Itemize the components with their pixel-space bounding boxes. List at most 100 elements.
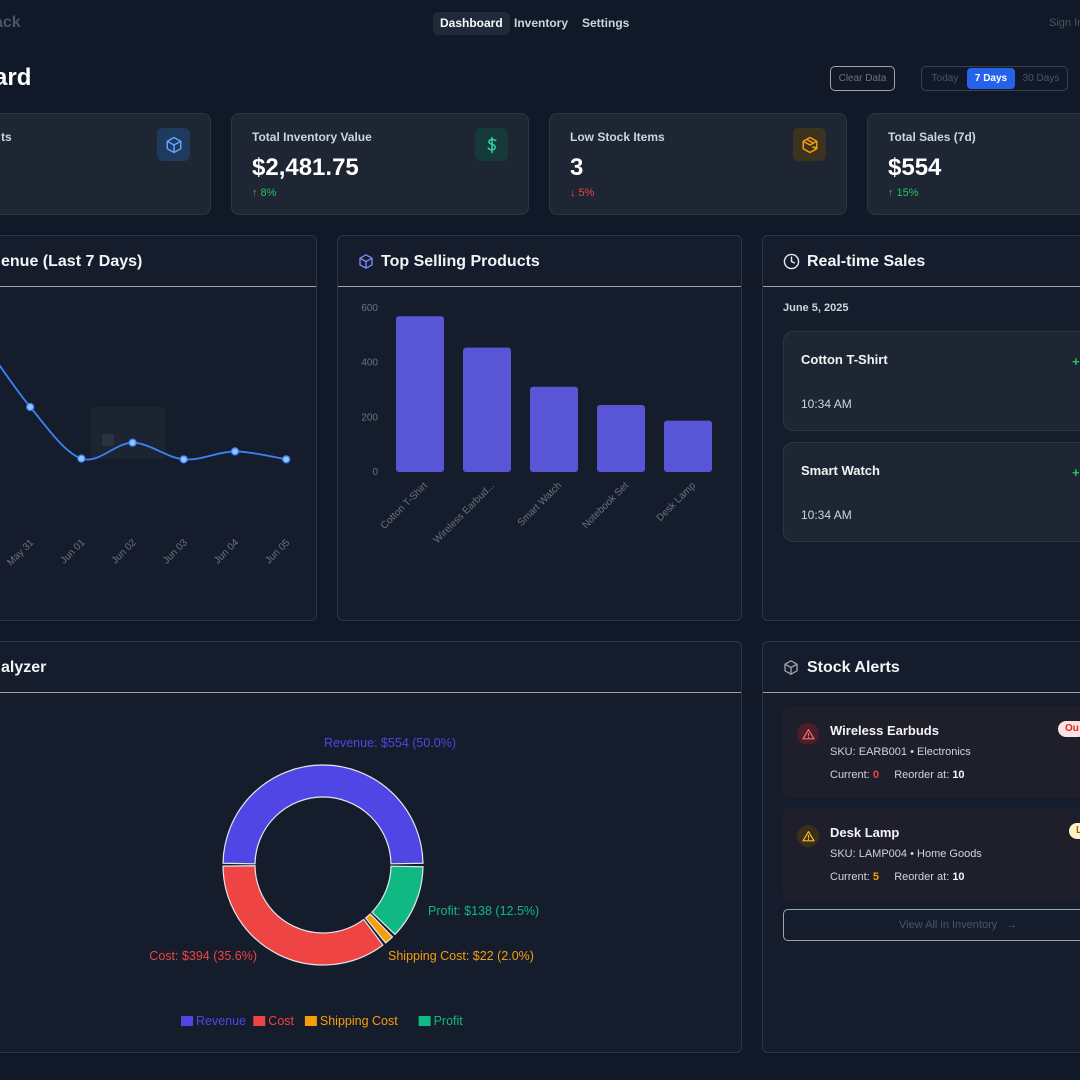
x-tick-label: Wireless Earbud... [432, 480, 498, 546]
revenue-point [26, 402, 35, 412]
legend-item: Cost [268, 1014, 294, 1028]
cube-icon [157, 128, 190, 161]
alert-stock-line: Current: 5 Reorder at: 10 [830, 871, 965, 883]
x-tick-label: Notebook Set [580, 480, 631, 531]
out-of-stock-badge: Ou [1058, 721, 1080, 737]
reorder-value: 10 [952, 769, 965, 781]
stat-change: ↓ 5% [570, 187, 595, 199]
y-tick-label: 600 [361, 303, 378, 314]
x-tick-label: Jun 03 [161, 537, 190, 566]
nav-inventory[interactable]: Inventory [514, 16, 569, 30]
sale-time: 10:34 AM [801, 397, 852, 411]
alert-stock-line: Current: 0 Reorder at: 10 [830, 769, 965, 781]
low-stock-badge: L [1069, 823, 1080, 839]
sign-in-link[interactable]: Sign In [1049, 17, 1080, 29]
top-products-panel: Top Selling Products 0 200 400 600 Cotton T-… [337, 235, 742, 621]
stock-alert-item[interactable]: Desk Lamp SKU: LAMP004 • Home Goods Curr… [783, 808, 1080, 900]
range-30days-button[interactable]: 30 Days [1022, 73, 1060, 84]
slice-label: Shipping Cost: $22 (2.0%) [388, 949, 534, 963]
x-tick-label: Desk Lamp [655, 480, 699, 524]
stat-change: ↑ 8% [252, 187, 277, 199]
legend-item: Revenue [196, 1014, 246, 1028]
revenue-chart-panel: enue (Last 7 Days) May 31 Jun 01 Jun 02 Jun… [0, 235, 317, 621]
panel-title: Real-time Sales [807, 253, 926, 270]
clear-data-button[interactable]: Clear Data [830, 66, 895, 91]
view-all-label: View All in Inventory [899, 919, 998, 931]
revenue-point [230, 447, 240, 456]
stat-value: 3 [570, 154, 584, 181]
stock-alert-item[interactable]: Wireless Earbuds SKU: EARB001 • Electron… [783, 706, 1080, 798]
sale-product: Cotton T-Shirt [801, 352, 888, 367]
profit-analyzer-panel: alyzer Revenue: $554 (50.0%) Cost: $394 (… [0, 641, 742, 1053]
stock-alerts-panel: Stock Alerts Wireless Earbuds SKU: EARB0… [762, 641, 1080, 1053]
sales-date: June 5, 2025 [783, 302, 849, 314]
y-tick-label: 400 [361, 358, 378, 369]
slice-label: Revenue: $554 (50.0%) [324, 736, 456, 750]
donut-slice-cost [222, 865, 384, 966]
reorder-label: Reorder at: [894, 871, 950, 883]
x-tick-label: Cotton T-Shirt [379, 480, 430, 531]
reorder-label: Reorder at: [894, 769, 950, 781]
tooltip-swatch [102, 434, 114, 446]
current-label: Current: [830, 769, 870, 781]
sale-amount: + [1072, 465, 1080, 480]
range-today-button[interactable]: Today [931, 73, 959, 84]
warning-icon [797, 723, 819, 745]
reorder-value: 10 [952, 871, 965, 883]
dollar-icon [475, 128, 508, 161]
x-tick-label: Jun 02 [110, 537, 139, 566]
alert-product-name: Wireless Earbuds [830, 723, 939, 738]
x-tick-label: Jun 04 [212, 537, 241, 566]
top-products-bar-chart: 0 200 400 600 Cotton T-Shirt Wireless Earbud.… [361, 303, 712, 546]
legend-swatch [181, 1016, 193, 1026]
revenue-point [282, 455, 291, 464]
x-tick-label: Jun 01 [59, 537, 88, 566]
alert-sku: SKU: LAMP004 • Home Goods [830, 848, 982, 860]
slice-label: Cost: $394 (35.6%) [149, 949, 257, 963]
legend-item: Profit [434, 1014, 464, 1028]
stat-card-total-sales: Total Sales (7d) $554 ↑ 15% [867, 113, 1080, 215]
arrow-right-icon: → [1006, 919, 1018, 931]
sale-item[interactable]: Smart Watch 10:34 AM + [783, 442, 1080, 542]
product-bar [664, 420, 712, 472]
product-bar [463, 347, 511, 472]
current-value: 5 [872, 871, 879, 883]
slice-label: Profit: $138 (12.5%) [428, 904, 539, 918]
nav-dashboard[interactable]: Dashboard [433, 12, 510, 35]
stat-change: ↑ 15% [888, 187, 919, 199]
revenue-point [179, 455, 188, 464]
stat-label: ts [1, 130, 12, 144]
x-tick-label: Smart Watch [516, 480, 564, 528]
warning-icon [797, 825, 819, 847]
product-bar [530, 386, 578, 472]
range-7days-button[interactable]: 7 Days [967, 68, 1015, 89]
stat-value: $554 [888, 154, 942, 181]
view-all-inventory-button[interactable]: View All in Inventory → [783, 909, 1080, 941]
alert-sku: SKU: EARB001 • Electronics [830, 746, 971, 758]
revenue-point [77, 454, 86, 463]
legend-swatch [304, 1016, 317, 1026]
profit-donut-chart: Revenue: $554 (50.0%) Cost: $394 (35.6%) S… [149, 736, 539, 1028]
y-tick-label: 0 [372, 467, 378, 478]
panel-title: Top Selling Products [381, 253, 540, 270]
realtime-sales-panel: Real-time Sales June 5, 2025 Cotton T-Sh… [762, 235, 1080, 621]
chart-tooltip-ghost [91, 407, 166, 459]
stat-card-inventory-value: Total Inventory Value $2,481.75 ↑ 8% [231, 113, 529, 215]
current-value: 0 [872, 769, 879, 781]
brand-logo-text[interactable]: ack [0, 14, 21, 31]
alert-product-name: Desk Lamp [830, 825, 900, 840]
date-range-toggle: Today 7 Days 30 Days [921, 66, 1068, 91]
clock-icon [783, 253, 800, 275]
sale-amount: + [1072, 354, 1080, 369]
panel-title: Stock Alerts [807, 659, 900, 676]
sale-item[interactable]: Cotton T-Shirt 10:34 AM + [783, 331, 1080, 431]
panel-title: enue (Last 7 Days) [1, 253, 143, 270]
package-alert-icon [793, 128, 826, 161]
legend-swatch [253, 1016, 266, 1026]
x-tick-label: Jun 05 [263, 537, 292, 566]
cube-icon [358, 253, 374, 275]
page-title: ard [0, 64, 32, 91]
revenue-point [128, 438, 137, 447]
stat-card-products: ts [0, 113, 211, 215]
nav-settings[interactable]: Settings [582, 16, 630, 30]
